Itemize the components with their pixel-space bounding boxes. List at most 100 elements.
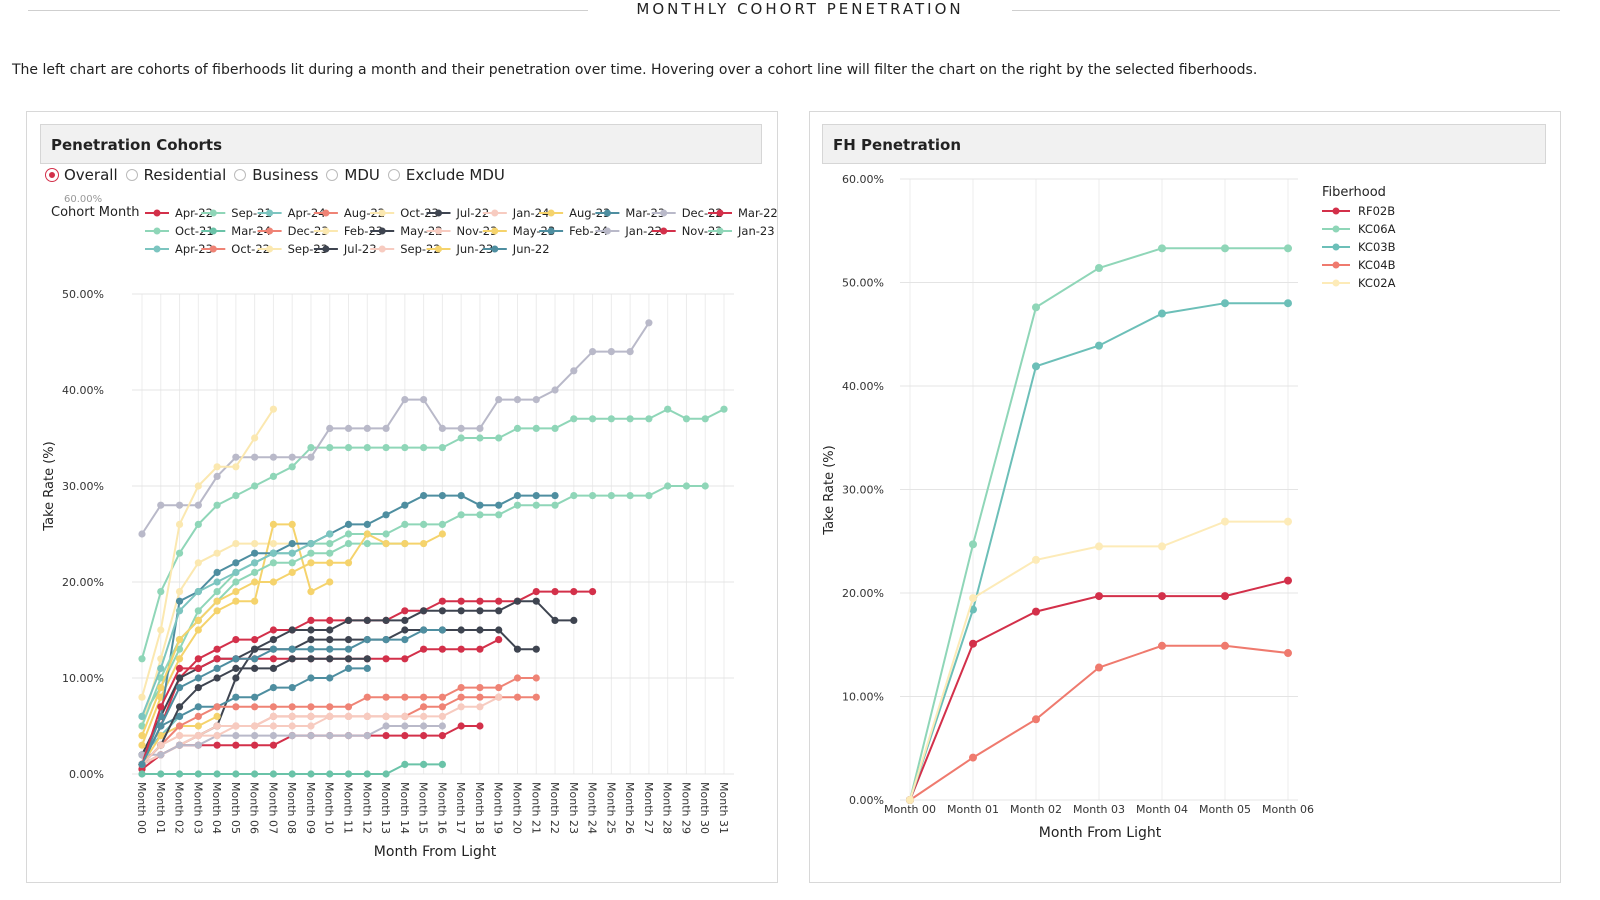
right-point-rf02b <box>969 639 977 648</box>
legend-marker-may-23 <box>491 227 499 235</box>
right-y-tick-label: 60.00% <box>842 173 884 186</box>
left-point-jan-23 <box>344 540 353 548</box>
penetration-cohorts-chart[interactable]: 60.00% Cohort Month 0.00% 10.00% 20.00% 30.… <box>0 0 800 900</box>
title-divider-right <box>1012 10 1560 11</box>
left-point-feb-24 <box>438 492 446 500</box>
left-x-tick-label: Month 23 <box>567 782 580 834</box>
left-point-dec-22 <box>344 424 353 432</box>
legend-marker-may-22 <box>378 227 386 235</box>
left-point-aug-22 <box>476 693 484 701</box>
left-point-mar-22 <box>232 741 240 749</box>
page-description: The left chart are cohorts of fiberhoods… <box>12 62 1258 78</box>
left-point-jan-23 <box>157 674 165 682</box>
right-point-kc06a <box>1158 244 1166 253</box>
fh-penetration-chart[interactable]: 0.00% 10.00% 20.00% 30.00% 40.00% 50.00% 60.00… <box>800 0 1580 900</box>
left-point-jan-22 <box>382 722 390 730</box>
left-point-sep-21 <box>344 444 353 452</box>
legend-marker-dec-23 <box>266 227 274 235</box>
legend-marker-aug-23 <box>547 209 555 217</box>
left-point-jun-23 <box>420 540 428 548</box>
left-point-sep-21 <box>175 549 184 557</box>
left-x-tick-label: Month 07 <box>266 782 279 834</box>
left-point-dec-22 <box>288 453 296 461</box>
left-point-jul-22 <box>344 616 353 625</box>
left-point-sep-21 <box>326 444 334 452</box>
left-point-aug-22 <box>513 693 522 701</box>
legend-marker-sep-21 <box>209 209 217 217</box>
left-point-feb-23 <box>269 540 278 548</box>
left-point-apr-23 <box>288 549 296 557</box>
left-x-tick-label: Month 31 <box>717 782 730 834</box>
left-point-jun-23 <box>401 540 409 548</box>
left-point-jul-22 <box>401 616 409 625</box>
left-point-sep-22 <box>269 712 278 721</box>
left-point-jul-22 <box>420 607 428 615</box>
legend-marker-oct-21 <box>153 227 161 235</box>
left-point-oct-22 <box>307 703 315 711</box>
legend-label-sep-23: Sep-23 <box>288 242 328 256</box>
radio-business[interactable] <box>234 169 247 181</box>
left-point-dec-22 <box>495 396 503 404</box>
left-point-apr-22 <box>194 655 202 663</box>
right-point-kc03b <box>1158 309 1166 318</box>
radio-mdu[interactable] <box>326 169 339 181</box>
right-x-tick-label: Month 00 <box>884 803 936 816</box>
left-point-apr-23 <box>213 578 221 586</box>
left-point-mar-24 <box>420 760 428 769</box>
left-point-oct-21 <box>588 492 597 500</box>
left-point-jul-23 <box>232 664 240 673</box>
radio-residential[interactable] <box>125 169 138 181</box>
left-point-sep-21 <box>232 492 240 500</box>
left-point-jul-22 <box>457 607 465 615</box>
left-point-sep-22 <box>175 732 184 740</box>
left-y-tick-label: 10.00% <box>62 672 104 685</box>
left-x-tick-label: Month 04 <box>210 782 223 834</box>
left-point-jul-23 <box>307 655 315 663</box>
left-point-oct-22 <box>363 693 371 701</box>
left-point-oct-22 <box>344 703 353 711</box>
radio-exclude-mdu[interactable] <box>387 169 400 181</box>
legend-label-dec-23: Dec-23 <box>288 224 329 238</box>
left-point-sep-21 <box>363 444 371 452</box>
right-y-tick-label: 20.00% <box>842 587 884 600</box>
legend-marker-apr-22 <box>153 209 161 217</box>
left-point-jul-22 <box>438 607 446 615</box>
left-point-may-23 <box>269 520 278 529</box>
left-point-mar-24 <box>251 770 259 778</box>
left-point-mar-22 <box>457 722 465 730</box>
left-point-mar-22 <box>476 722 484 730</box>
right-legend-title: Fiberhood <box>1322 185 1386 200</box>
left-point-jul-23 <box>288 655 296 663</box>
left-point-sep-23 <box>157 626 165 634</box>
left-point-jun-23 <box>232 588 240 596</box>
left-point-oct-21 <box>532 501 540 509</box>
left-x-tick-label: Month 18 <box>473 782 486 834</box>
right-point-kc02a <box>1158 542 1166 551</box>
legend-label-apr-24: Apr-24 <box>288 206 326 220</box>
radio-overall[interactable] <box>46 169 58 181</box>
filter-business[interactable]: Business <box>234 166 318 184</box>
left-point-mar-23 <box>344 664 353 673</box>
left-point-jun-23 <box>344 559 353 567</box>
left-point-dec-22 <box>232 453 240 461</box>
left-x-tick-label: Month 06 <box>248 782 261 834</box>
right-chart-panel <box>809 111 1561 883</box>
filter-mdu[interactable]: MDU <box>326 166 380 184</box>
left-x-tick-label: Month 22 <box>548 782 561 834</box>
left-point-may-22 <box>532 645 540 653</box>
left-point-nov-23 <box>401 712 409 721</box>
left-point-mar-24 <box>438 760 446 769</box>
left-point-jan-23 <box>326 549 334 557</box>
left-point-apr-22 <box>213 645 221 653</box>
left-point-feb-23 <box>213 549 221 557</box>
left-point-oct-21 <box>682 482 691 490</box>
left-point-jul-22 <box>513 597 522 605</box>
legend-marker-mar-23 <box>603 209 611 217</box>
left-x-tick-label: Month 09 <box>304 782 317 834</box>
left-point-jun-22 <box>138 760 146 769</box>
filter-residential[interactable]: Residential <box>125 166 226 184</box>
legend-label-apr-23: Apr-23 <box>175 242 213 256</box>
filter-overall[interactable]: Overall <box>46 166 118 184</box>
left-point-sep-22 <box>251 722 259 730</box>
filter-exclude-mdu[interactable]: Exclude MDU <box>387 166 505 184</box>
